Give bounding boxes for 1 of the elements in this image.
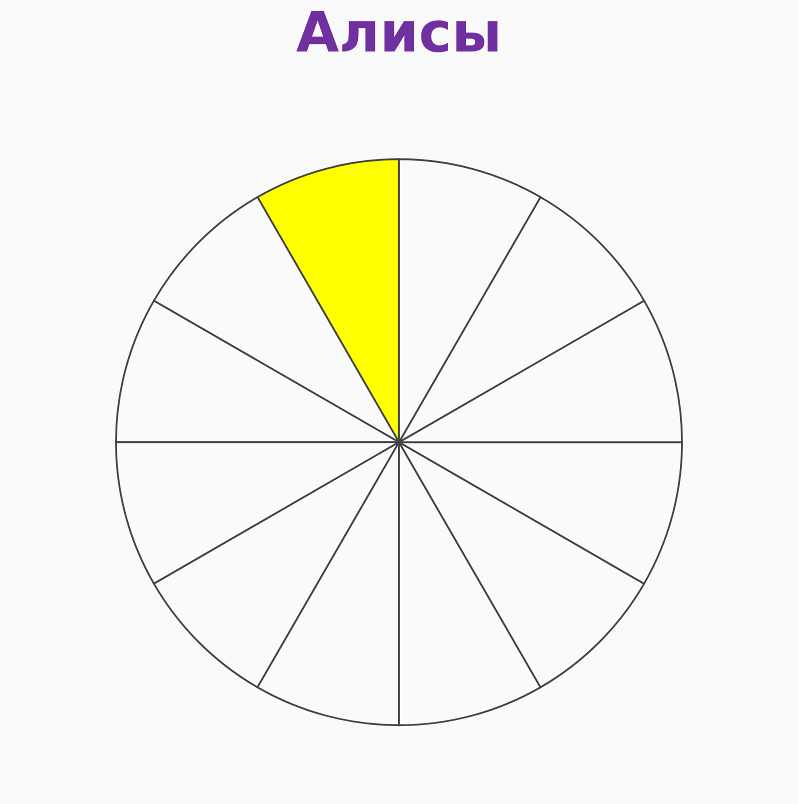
chart-title: Алисы <box>296 11 498 52</box>
